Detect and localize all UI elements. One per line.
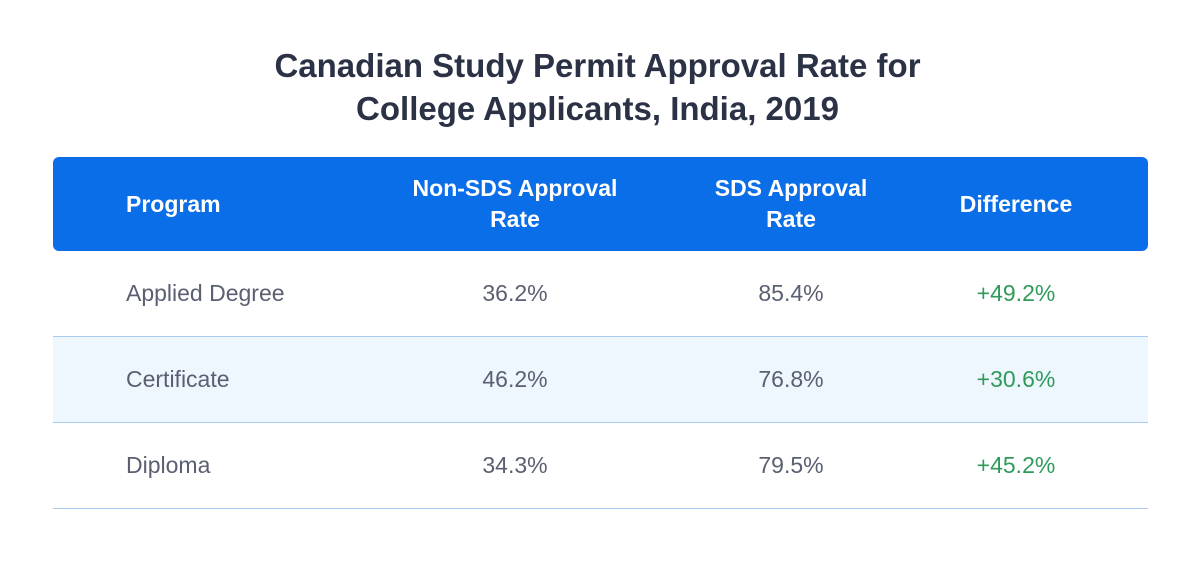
cell-program: Applied Degree	[126, 280, 285, 306]
table-row-certificate: Certificate 46.2% 76.8% +30.6%	[53, 337, 1148, 423]
table-row-diploma: Diploma 34.3% 79.5% +45.2%	[53, 423, 1148, 509]
cell-non-sds-rate: 36.2%	[482, 280, 548, 306]
header-program-label: Program	[126, 190, 221, 217]
header-difference: Difference	[891, 157, 1141, 251]
header-non-sds-approval-rate: Non-SDS Approval Rate	[365, 157, 665, 251]
cell-non-sds-rate: 46.2%	[482, 366, 548, 392]
header-non-sds-line-1: Non-SDS Approval	[412, 175, 618, 201]
table-header: Program Non-SDS Approval Rate SDS Approv…	[53, 157, 1148, 251]
cell-difference: +49.2%	[976, 280, 1056, 306]
table-row-applied-degree: Applied Degree 36.2% 85.4% +49.2%	[53, 251, 1148, 337]
approval-rate-table: Program Non-SDS Approval Rate SDS Approv…	[53, 157, 1148, 509]
cell-program: Diploma	[126, 452, 211, 478]
cell-non-sds-rate: 34.3%	[482, 452, 548, 478]
chart-title-line-2: College Applicants, India, 2019	[356, 90, 839, 127]
cell-difference: +30.6%	[976, 366, 1056, 392]
cell-program: Certificate	[126, 366, 230, 392]
header-sds-line-2: Rate	[766, 206, 816, 232]
cell-sds-rate: 76.8%	[758, 366, 824, 392]
chart-title-line-1: Canadian Study Permit Approval Rate for	[274, 47, 921, 84]
header-program: Program	[126, 157, 376, 251]
cell-difference: +45.2%	[976, 452, 1056, 478]
header-non-sds-line-2: Rate	[490, 206, 540, 232]
header-sds-line-1: SDS Approval	[714, 175, 868, 201]
cell-sds-rate: 79.5%	[758, 452, 824, 478]
chart-title: Canadian Study Permit Approval Rate for …	[0, 44, 1195, 130]
header-sds-approval-rate: SDS Approval Rate	[641, 157, 941, 251]
cell-sds-rate: 85.4%	[758, 280, 824, 306]
header-difference-label: Difference	[959, 190, 1073, 217]
